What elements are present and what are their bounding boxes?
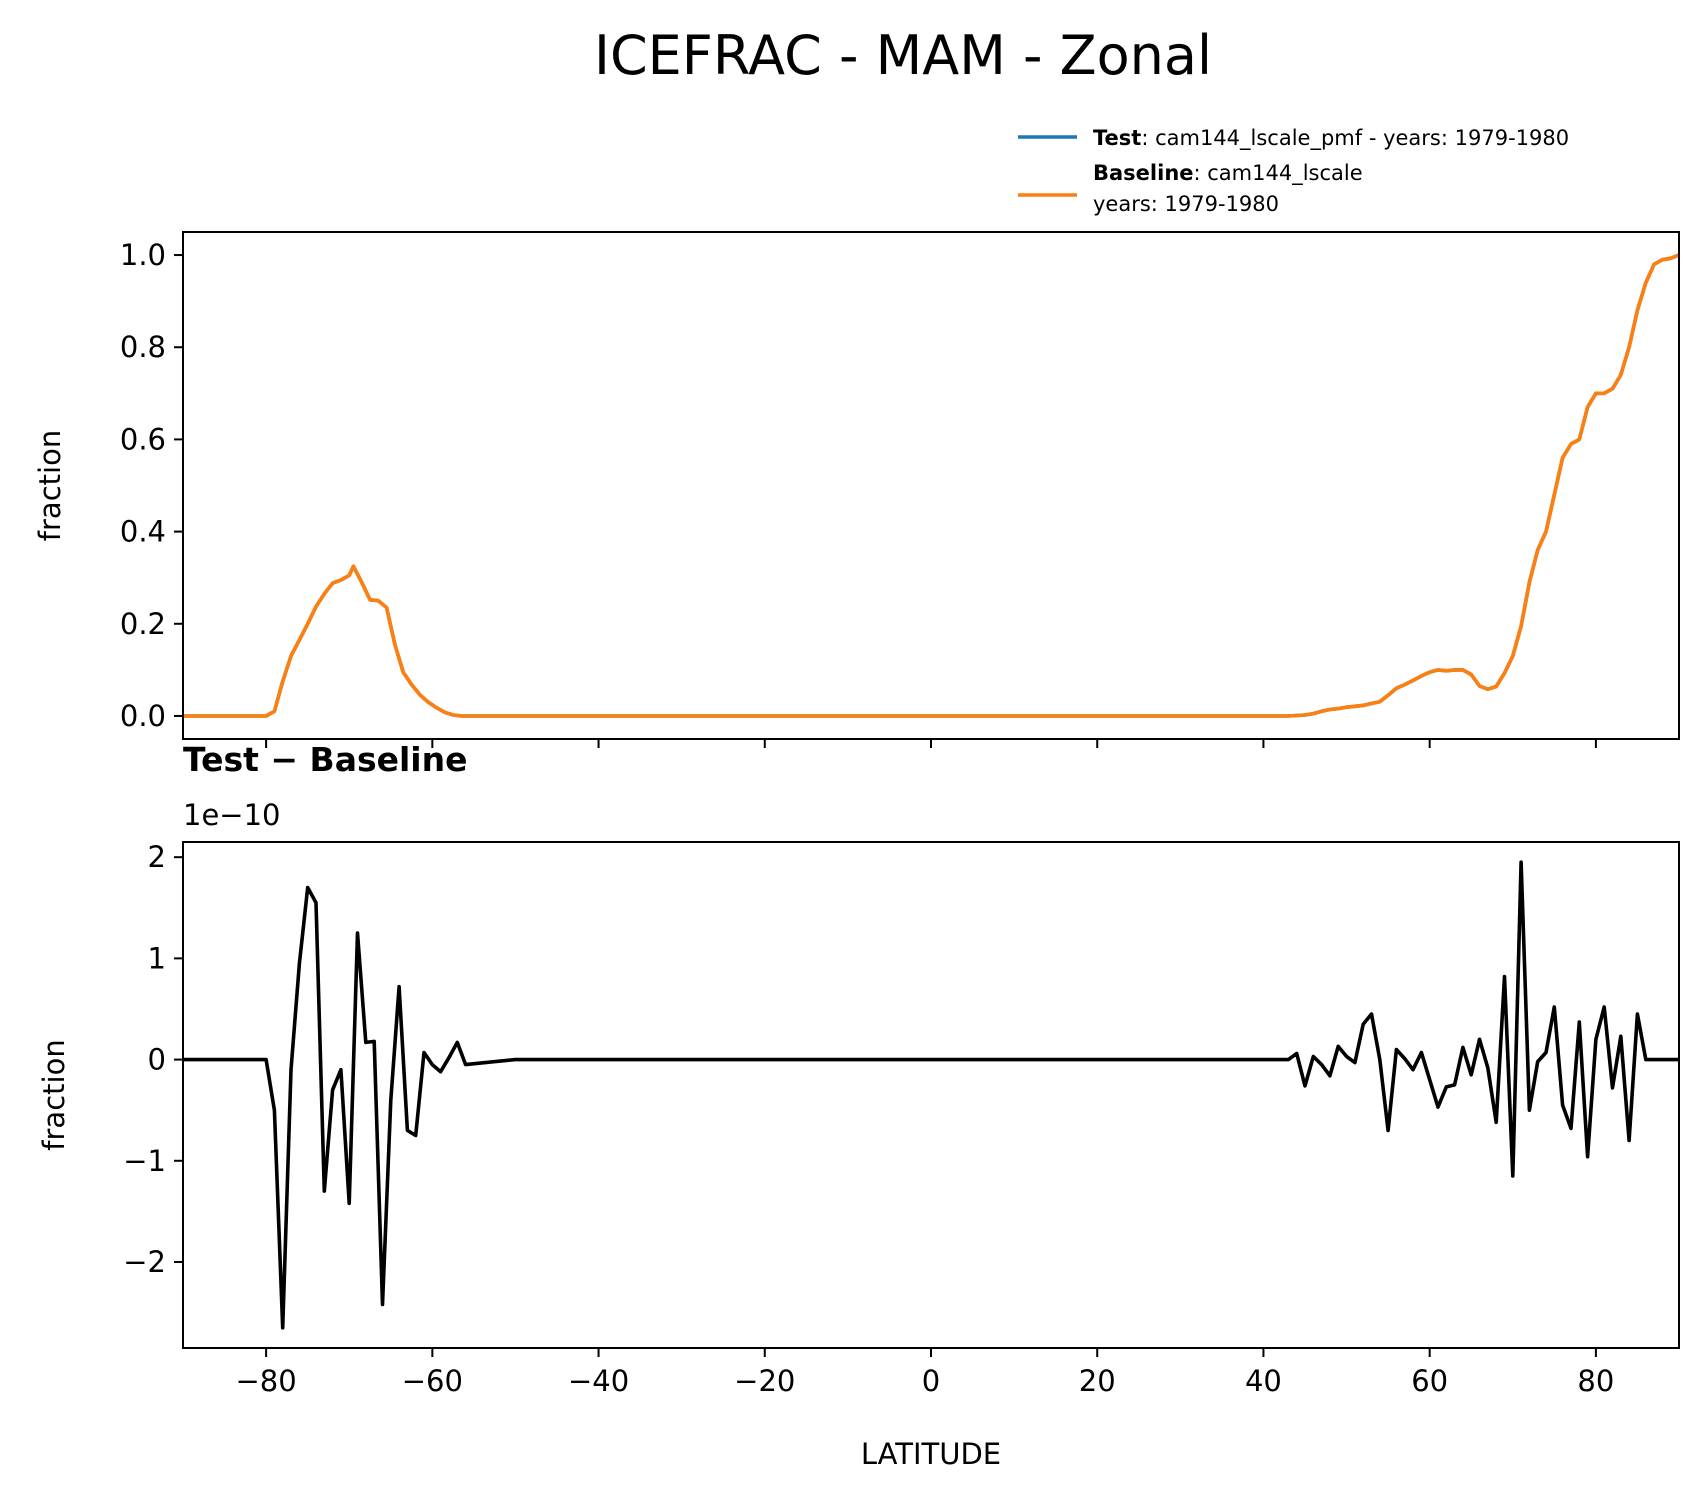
y-tick-label: 0.8 [120, 330, 166, 364]
y-tick-label: 2 [148, 840, 166, 874]
y-tick-label: 1 [148, 941, 166, 975]
series-line-test [183, 253, 1679, 718]
x-tick-label: 40 [1245, 1364, 1282, 1398]
y-tick-label: 0.2 [120, 607, 166, 641]
x-tick-label: 80 [1577, 1364, 1614, 1398]
x-axis-label: LATITUDE [861, 1437, 1001, 1471]
difference-panel-title: Test − Baseline [183, 740, 468, 779]
x-tick-label: 0 [922, 1364, 940, 1398]
figure-title: ICEFRAC - MAM - Zonal [594, 24, 1212, 87]
x-tick-label: −40 [568, 1364, 629, 1398]
legend-entry-line2: years: 1979-1980 [1093, 192, 1279, 216]
series-line-baseline [183, 253, 1679, 718]
y-tick-label: −2 [123, 1245, 166, 1279]
y-tick-label: 1.0 [120, 238, 166, 272]
x-tick-label: 60 [1411, 1364, 1448, 1398]
axes-frame [182, 841, 1680, 1349]
axes-frame [182, 231, 1680, 740]
x-tick-label: −80 [236, 1364, 297, 1398]
x-tick-label: −60 [402, 1364, 463, 1398]
series-line-difference [183, 860, 1679, 1330]
x-tick-label: 20 [1079, 1364, 1116, 1398]
y-tick-label: 0.0 [120, 699, 166, 733]
top-panel: 0.0 0.2 0.4 0.6 0.8 1.0 fraction [33, 231, 1680, 748]
y-axis-label: fraction [37, 1039, 71, 1150]
legend-entry-test: Test: cam144_lscale_pmf - years: 1979-19… [1093, 126, 1569, 151]
legend-entry-baseline: Baseline: cam144_lscale [1093, 161, 1363, 186]
y-axis-label: fraction [33, 430, 67, 541]
legend: Test: cam144_lscale_pmf - years: 1979-19… [1018, 126, 1569, 216]
y-offset-label: 1e−10 [183, 798, 281, 832]
y-tick-label: 0.6 [120, 422, 166, 456]
y-tick-label: −1 [123, 1144, 166, 1178]
y-tick-label: 0.4 [120, 515, 166, 549]
y-tick-label: 0 [148, 1043, 166, 1077]
difference-panel: −2 −1 0 1 2 −80 −60 −40 −20 0 20 40 60 80 fraction LATI… [37, 740, 1680, 1471]
x-tick-label: −20 [734, 1364, 795, 1398]
